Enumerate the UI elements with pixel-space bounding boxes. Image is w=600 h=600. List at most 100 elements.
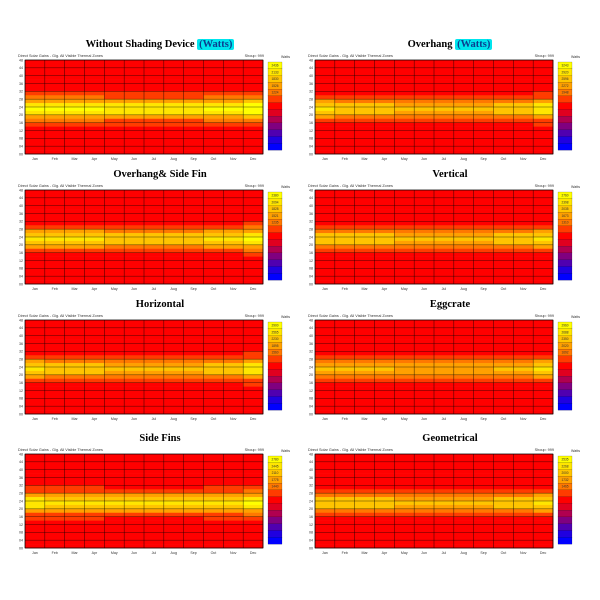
heatmap-cell bbox=[434, 339, 455, 344]
heatmap-cell bbox=[223, 508, 244, 514]
heatmap-cell bbox=[183, 504, 204, 510]
heatmap-cell bbox=[334, 130, 355, 135]
heatmap-cell bbox=[44, 508, 65, 514]
heatmap-cell bbox=[334, 134, 355, 139]
y-tick-label: 08 bbox=[309, 397, 313, 401]
heatmap-cell bbox=[223, 528, 244, 533]
chart-title: Without Shading Device (Watts) bbox=[15, 38, 305, 52]
heatmap-cell bbox=[453, 60, 474, 65]
heatmap-cell bbox=[493, 107, 514, 112]
x-tick-label: Nov bbox=[520, 417, 527, 421]
heatmap-cell bbox=[25, 122, 46, 127]
heatmap-cell bbox=[84, 248, 105, 253]
heatmap-cell bbox=[25, 252, 46, 257]
heatmap-cell bbox=[493, 386, 514, 391]
heatmap-cell bbox=[315, 233, 336, 238]
heatmap-cell bbox=[243, 540, 264, 545]
x-tick-label: Aug bbox=[461, 287, 467, 291]
heatmap-cell bbox=[25, 240, 46, 246]
heatmap-cell bbox=[163, 252, 184, 257]
heatmap-cell bbox=[453, 134, 474, 139]
y-tick-label: 08 bbox=[309, 267, 313, 271]
heatmap-cell bbox=[354, 469, 375, 474]
heatmap-cell bbox=[25, 126, 46, 131]
heatmap-cell bbox=[414, 67, 435, 73]
heatmap-cell bbox=[493, 359, 514, 364]
heatmap-cell bbox=[453, 268, 474, 273]
heatmap-cell bbox=[354, 508, 375, 514]
chart-subtitle-right: Shoup: 999 bbox=[535, 314, 554, 318]
x-tick-label: Oct bbox=[211, 157, 217, 161]
x-tick-label: Apr bbox=[382, 157, 388, 161]
heatmap-cell bbox=[453, 528, 474, 533]
heatmap-cell bbox=[354, 190, 375, 195]
heatmap-cell bbox=[434, 355, 455, 360]
x-tick-label: May bbox=[111, 287, 118, 291]
legend-title: Watts bbox=[571, 315, 580, 319]
heatmap-cell bbox=[203, 454, 224, 459]
heatmap-cell bbox=[513, 150, 534, 155]
heatmap-cell bbox=[434, 406, 455, 411]
heatmap-cell bbox=[374, 536, 395, 541]
legend-label: 1732 bbox=[561, 478, 568, 482]
heatmap-cell bbox=[374, 481, 395, 486]
heatmap-cell bbox=[44, 126, 65, 131]
heatmap-cell bbox=[453, 150, 474, 155]
heatmap-cell bbox=[64, 473, 85, 478]
heatmap-cell bbox=[533, 540, 554, 545]
heatmap-cell bbox=[183, 146, 204, 151]
heatmap-cell bbox=[414, 252, 435, 257]
heatmap-cell bbox=[453, 197, 474, 203]
heatmap-cell bbox=[243, 532, 264, 537]
heatmap-cell bbox=[104, 268, 125, 273]
heatmap-cell bbox=[453, 378, 474, 383]
heatmap-cell bbox=[183, 233, 204, 238]
heatmap-cell bbox=[354, 481, 375, 486]
heatmap-cell bbox=[203, 71, 224, 76]
heatmap-cell bbox=[414, 256, 435, 261]
heatmap-cell bbox=[223, 244, 244, 250]
heatmap-cell bbox=[183, 130, 204, 135]
y-tick-label: 36 bbox=[19, 342, 23, 346]
legend-swatch bbox=[557, 266, 573, 274]
heatmap-cell bbox=[414, 378, 435, 383]
heatmap-cell bbox=[144, 528, 165, 533]
heatmap-cell bbox=[104, 197, 125, 203]
heatmap-cell bbox=[104, 363, 125, 368]
heatmap-cell bbox=[533, 378, 554, 383]
heatmap-cell bbox=[243, 512, 264, 517]
heatmap-cell bbox=[25, 209, 46, 214]
heatmap-cell bbox=[64, 493, 85, 498]
heatmap-cell bbox=[334, 524, 355, 529]
heatmap-cell bbox=[64, 63, 85, 69]
heatmap-cell bbox=[223, 229, 244, 234]
heatmap-cell bbox=[64, 205, 85, 210]
heatmap-cell bbox=[223, 461, 244, 467]
heatmap-cell bbox=[374, 240, 395, 246]
heatmap-cell bbox=[44, 481, 65, 486]
heatmap-cell bbox=[64, 225, 85, 230]
heatmap-cell bbox=[453, 512, 474, 517]
heatmap-cell bbox=[25, 327, 46, 333]
heatmap-cell bbox=[243, 67, 264, 73]
heatmap-cell bbox=[473, 540, 494, 545]
heatmap-cell bbox=[434, 520, 455, 525]
heatmap-cell bbox=[394, 225, 415, 230]
heatmap-cell bbox=[25, 110, 46, 116]
heatmap-cell bbox=[394, 327, 415, 333]
heatmap-cell bbox=[223, 485, 244, 490]
legend-swatch bbox=[267, 232, 283, 240]
heatmap-cell bbox=[104, 477, 125, 482]
heatmap-cell bbox=[533, 497, 554, 502]
heatmap-cell bbox=[163, 190, 184, 195]
legend-swatch bbox=[267, 252, 283, 260]
heatmap-cell bbox=[493, 122, 514, 127]
heatmap-cell bbox=[315, 99, 336, 104]
heatmap-cell bbox=[533, 335, 554, 340]
plot-border bbox=[314, 453, 554, 549]
heatmap-cell bbox=[84, 351, 105, 356]
heatmap-cell bbox=[223, 209, 244, 214]
heatmap-cell bbox=[223, 268, 244, 273]
heatmap-cell bbox=[124, 60, 145, 65]
heatmap-cell bbox=[243, 481, 264, 486]
